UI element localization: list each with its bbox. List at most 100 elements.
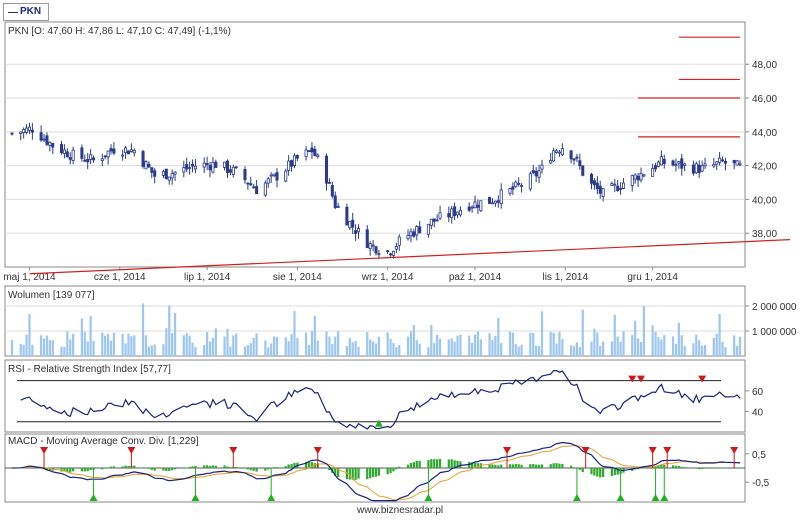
- macd-histogram-bar: [610, 468, 613, 476]
- price-candle-body: [549, 160, 553, 164]
- volume-bar: [555, 343, 558, 356]
- macd-histogram-bar: [351, 468, 354, 480]
- volume-bar: [683, 346, 686, 356]
- price-candle-body: [520, 185, 524, 187]
- footer-url[interactable]: www.biznesradar.pl: [357, 505, 444, 516]
- macd-histogram-bar: [701, 468, 704, 469]
- macd-histogram-bar: [208, 465, 212, 468]
- volume-bar: [328, 336, 331, 356]
- macd-histogram-bar: [133, 465, 136, 468]
- price-candle-body: [691, 164, 695, 174]
- macd-histogram-bar: [738, 468, 742, 469]
- volume-bar: [366, 332, 369, 356]
- volume-bar: [663, 335, 666, 356]
- macd-histogram-bar: [520, 464, 523, 468]
- volume-bar: [48, 340, 51, 356]
- volume-bar: [712, 337, 715, 356]
- price-candle-body: [147, 163, 151, 168]
- macd-histogram-bar: [657, 465, 660, 468]
- macd-histogram-bar: [48, 468, 51, 471]
- macd-histogram-bar: [348, 468, 351, 480]
- price-candle-body: [336, 206, 340, 208]
- macd-histogram-bar: [377, 468, 381, 476]
- price-panel-frame: [4, 21, 746, 268]
- price-candle-body: [59, 144, 64, 154]
- volume-bar: [639, 341, 643, 356]
- volume-bar: [692, 343, 695, 356]
- rsi-line: [20, 370, 741, 430]
- macd-y-tick-label: 0,5: [752, 450, 766, 461]
- volume-bar: [337, 331, 340, 356]
- price-candle-body: [109, 148, 113, 152]
- price-candle-body: [357, 228, 361, 233]
- volume-bar: [127, 333, 130, 356]
- price-candle-body: [613, 183, 617, 186]
- volume-bar: [456, 335, 459, 356]
- macd-histogram-bar: [328, 468, 331, 471]
- ticker-symbol: PKN: [20, 6, 42, 17]
- price-candle-body: [508, 188, 512, 194]
- price-candle-body: [193, 165, 197, 170]
- macd-histogram-bar: [171, 468, 174, 471]
- macd-histogram-bar: [552, 463, 555, 468]
- macd-panel-label: MACD - Moving Average Conv. Div. [1,229]: [8, 436, 199, 447]
- macd-buy-marker: [660, 494, 669, 501]
- volume-bar: [733, 335, 736, 356]
- price-candle-body: [182, 167, 186, 173]
- macd-histogram-bar: [307, 461, 311, 468]
- volume-bar: [205, 331, 209, 356]
- price-candle-body: [62, 149, 66, 154]
- macd-histogram-bar: [395, 468, 398, 470]
- macd-histogram-bar: [366, 468, 369, 480]
- macd-histogram-bar: [310, 462, 314, 468]
- macd-histogram-bar: [369, 468, 372, 479]
- macd-histogram-bar: [106, 467, 110, 469]
- price-candle-body: [432, 218, 436, 222]
- price-candle-body: [68, 157, 72, 160]
- volume-bar: [412, 325, 415, 356]
- volume-bar: [535, 345, 538, 356]
- ticker-legend[interactable]: PKN: [3, 3, 49, 21]
- macd-sell-marker: [663, 447, 672, 454]
- macd-histogram-bar: [182, 468, 185, 469]
- volume-bar: [150, 345, 153, 356]
- price-candle-body: [470, 206, 474, 209]
- macd-histogram-bar: [165, 468, 168, 472]
- volume-bar: [348, 338, 351, 356]
- volume-bar: [721, 341, 724, 356]
- macd-histogram-bar: [153, 468, 156, 471]
- volume-bar: [459, 334, 462, 356]
- price-candle-body: [225, 160, 230, 173]
- macd-histogram-bar: [290, 464, 293, 468]
- price-candle-body: [435, 219, 439, 222]
- price-candle-body: [167, 176, 171, 181]
- price-candle-body: [272, 173, 276, 177]
- price-candle-body: [496, 200, 500, 203]
- macd-sell-marker: [730, 447, 739, 454]
- volume-bar: [249, 343, 252, 356]
- volume-bar: [718, 313, 721, 356]
- price-candle-body: [595, 182, 599, 190]
- volume-bar: [45, 335, 49, 356]
- volume-bar: [22, 344, 25, 356]
- macd-histogram-bar: [599, 468, 602, 478]
- price-candle-body: [164, 168, 168, 180]
- price-candle-body: [735, 160, 739, 166]
- support-trendline: [29, 239, 791, 275]
- price-candle-body: [540, 164, 544, 170]
- price-candle-body: [202, 162, 206, 168]
- price-candle-body: [284, 170, 288, 182]
- price-candle-body: [438, 212, 442, 219]
- volume-bar: [572, 346, 576, 356]
- volume-bar: [92, 340, 95, 356]
- volume-bar: [636, 338, 640, 356]
- price-x-tick-label: sie 1, 2014: [273, 272, 322, 283]
- macd-histogram-bar: [354, 468, 357, 480]
- macd-histogram-bar: [438, 458, 442, 468]
- price-candle-body: [450, 208, 454, 218]
- price-candle-body: [592, 180, 596, 186]
- macd-histogram-bar: [674, 465, 678, 468]
- volume-bar: [558, 331, 561, 356]
- rsi-sell-marker: [636, 375, 645, 383]
- macd-histogram-bar: [671, 465, 675, 468]
